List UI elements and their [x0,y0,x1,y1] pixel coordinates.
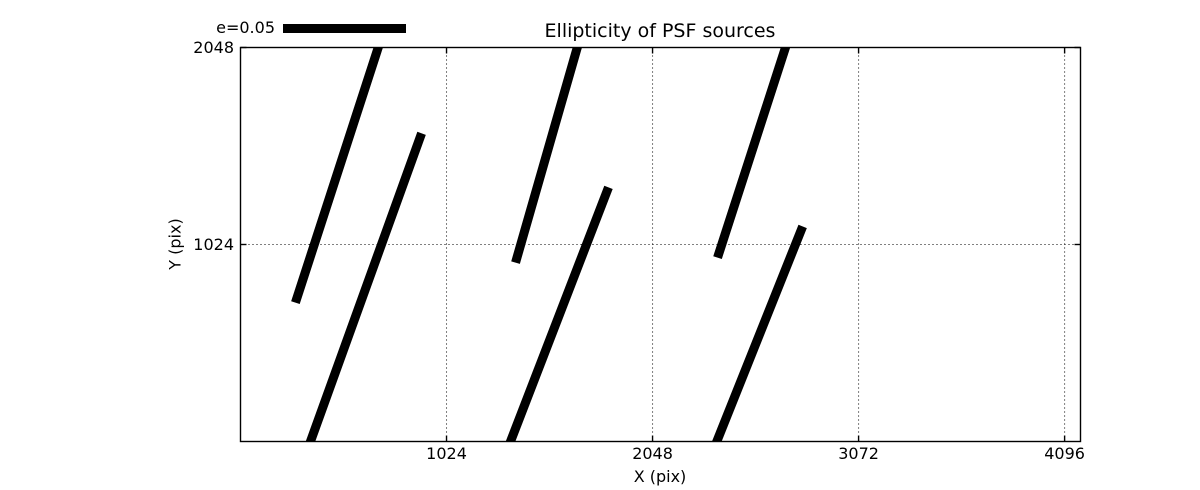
whisker-segment [711,224,807,442]
chart-title: Ellipticity of PSF sources [544,20,776,42]
whisker-segment [291,47,383,304]
legend-line-sample [283,24,406,33]
x-tick-label: 4096 [1044,444,1085,463]
x-tick-label: 3072 [838,444,879,463]
whisker-segment [505,185,613,442]
x-axis-label: X (pix) [633,467,687,486]
whisker-segment [305,131,426,442]
legend-label: e=0.05 [216,18,275,37]
whisker-segment [511,47,582,264]
whisker-segment [713,47,791,259]
y-tick-label: 2048 [193,37,234,57]
x-tick-label: 1024 [426,444,467,463]
x-tick-label: 2048 [632,444,673,463]
y-tick-label: 1024 [193,234,234,254]
